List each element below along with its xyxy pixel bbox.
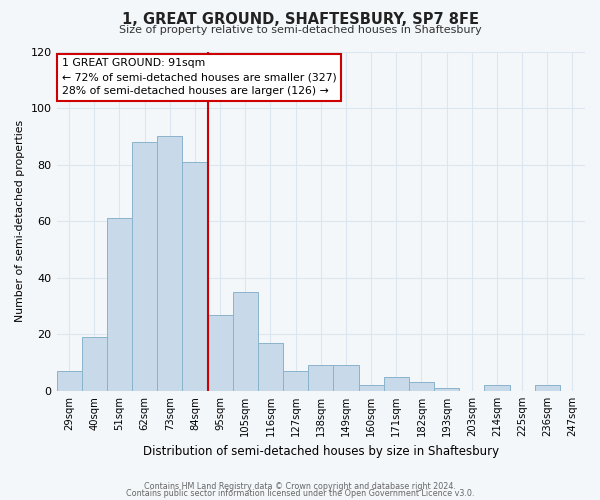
Bar — [82, 337, 107, 391]
Bar — [535, 386, 560, 391]
Text: Size of property relative to semi-detached houses in Shaftesbury: Size of property relative to semi-detach… — [119, 25, 481, 35]
Bar — [334, 366, 359, 391]
Bar — [132, 142, 157, 391]
Bar — [157, 136, 182, 391]
Bar — [308, 366, 334, 391]
Bar — [107, 218, 132, 391]
Bar — [359, 386, 383, 391]
Text: 1 GREAT GROUND: 91sqm
← 72% of semi-detached houses are smaller (327)
28% of sem: 1 GREAT GROUND: 91sqm ← 72% of semi-deta… — [62, 58, 337, 96]
Bar — [409, 382, 434, 391]
Bar — [434, 388, 459, 391]
Text: Contains public sector information licensed under the Open Government Licence v3: Contains public sector information licen… — [126, 488, 474, 498]
Bar — [484, 386, 509, 391]
Bar — [233, 292, 258, 391]
Text: 1, GREAT GROUND, SHAFTESBURY, SP7 8FE: 1, GREAT GROUND, SHAFTESBURY, SP7 8FE — [121, 12, 479, 28]
Bar — [208, 314, 233, 391]
Bar — [182, 162, 208, 391]
Bar — [56, 371, 82, 391]
Bar — [283, 371, 308, 391]
Text: Contains HM Land Registry data © Crown copyright and database right 2024.: Contains HM Land Registry data © Crown c… — [144, 482, 456, 491]
X-axis label: Distribution of semi-detached houses by size in Shaftesbury: Distribution of semi-detached houses by … — [143, 444, 499, 458]
Bar — [383, 377, 409, 391]
Bar — [258, 343, 283, 391]
Y-axis label: Number of semi-detached properties: Number of semi-detached properties — [15, 120, 25, 322]
